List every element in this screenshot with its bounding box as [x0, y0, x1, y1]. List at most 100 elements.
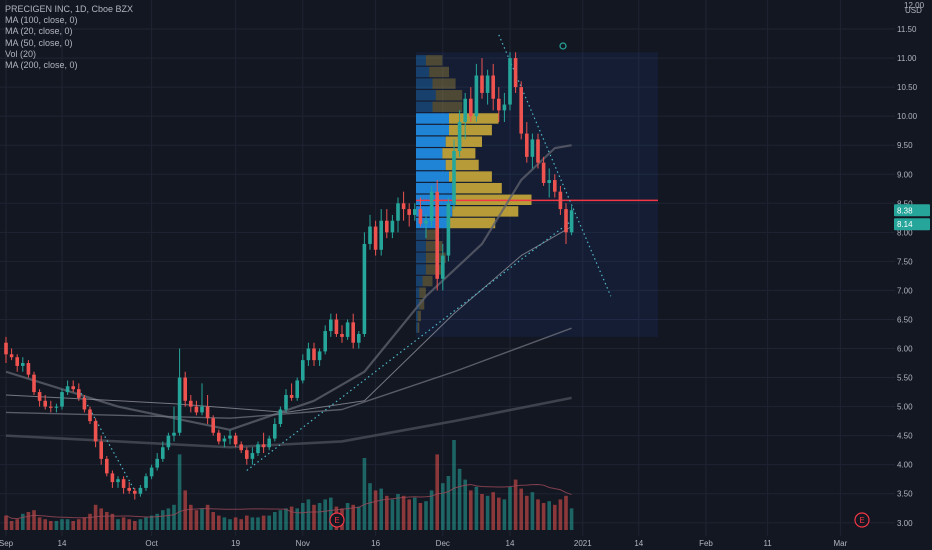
- volume-bars: [4, 440, 574, 530]
- volume-bar: [54, 521, 59, 530]
- candle-body: [452, 151, 456, 204]
- volume-bar: [172, 504, 176, 530]
- volume-bar: [513, 479, 518, 530]
- profile-row-up: [416, 148, 443, 159]
- volume-bar: [429, 490, 434, 530]
- volume-bar: [37, 517, 42, 530]
- study-vol-20[interactable]: Vol (20): [5, 48, 37, 59]
- volume-bar: [256, 517, 260, 530]
- volume-bar: [194, 510, 199, 530]
- trendline: [78, 388, 136, 492]
- volume-bar: [278, 510, 283, 530]
- volume-bar: [99, 508, 103, 530]
- candle-body: [435, 191, 439, 279]
- price-tick-label: 11.00: [897, 54, 917, 63]
- volume-bar: [497, 497, 501, 530]
- candle-body: [194, 406, 199, 413]
- volume-bar: [373, 490, 378, 530]
- time-tick-label: Dec: [436, 539, 450, 548]
- profile-row-down: [452, 182, 502, 194]
- price-badge-bg: [894, 204, 930, 217]
- volume-bar: [127, 519, 131, 530]
- price-badge-label: 8.14: [897, 220, 913, 229]
- volume-bar: [138, 519, 143, 530]
- price-tick-label-top: 12.00: [904, 1, 925, 10]
- candle-body: [60, 392, 64, 407]
- profile-row-down: [425, 241, 443, 252]
- profile-row-down: [449, 113, 499, 124]
- profile-row-down: [417, 310, 421, 322]
- moving-average-line: [5, 396, 572, 449]
- volume-bar: [245, 515, 249, 530]
- candle-body: [317, 351, 322, 361]
- volume-bar: [200, 508, 204, 530]
- candle-body: [37, 392, 42, 401]
- trendlines: [78, 34, 612, 492]
- study-ma-200[interactable]: MA (200, close, 0): [5, 60, 78, 71]
- candle-body: [334, 319, 339, 334]
- candle-body: [217, 432, 221, 442]
- price-tick-label: 3.50: [897, 490, 913, 499]
- volume-bar: [289, 506, 294, 530]
- time-tick-label: Nov: [296, 539, 310, 548]
- candle-body: [65, 386, 70, 393]
- candle-body: [429, 191, 434, 221]
- volume-bar: [441, 483, 445, 530]
- profile-row-up: [416, 310, 418, 322]
- candle-body: [340, 333, 344, 337]
- profile-row-up: [416, 241, 426, 252]
- volume-bar: [435, 454, 439, 530]
- candle-body: [77, 389, 81, 398]
- candle-body: [312, 348, 316, 361]
- volume-ma-line: [5, 483, 572, 520]
- candle-body: [93, 421, 98, 442]
- volume-bar: [485, 495, 490, 530]
- profile-row-down: [419, 287, 426, 298]
- moving-average-line: [5, 226, 572, 413]
- earnings-icon: [329, 512, 345, 528]
- profile-row-down: [449, 171, 492, 182]
- time-tick-label: 2021: [574, 539, 592, 548]
- volume-bar: [306, 499, 311, 530]
- candle-body: [261, 444, 266, 448]
- study-ma-50[interactable]: MA (50, close, 0): [5, 37, 73, 48]
- study-ma-100[interactable]: MA (100, close, 0): [5, 15, 78, 26]
- price-tick-label: 10.50: [897, 83, 918, 92]
- candle-body: [480, 75, 484, 93]
- candle-body: [82, 397, 87, 410]
- profile-row-down: [425, 264, 443, 275]
- candle-body: [116, 479, 120, 483]
- volume-bar: [161, 510, 165, 530]
- profile-row-up: [416, 159, 446, 171]
- profile-row-up: [416, 171, 449, 182]
- price-tick-label: 8.00: [897, 228, 913, 237]
- volume-bar: [261, 515, 266, 530]
- candle-body: [43, 400, 47, 407]
- candle-body: [110, 473, 115, 483]
- candle-body: [396, 203, 400, 221]
- candle-body: [284, 394, 288, 410]
- candle-body: [469, 98, 473, 117]
- trendline: [246, 220, 572, 471]
- currency-label: USD: [905, 6, 922, 15]
- time-axis[interactable]: Sep 14 Oct 19 Nov 16 Dec 14 2021 14 Feb 11 Mar: [0, 539, 848, 548]
- profile-row-up: [416, 287, 420, 298]
- volume-bar: [144, 517, 148, 530]
- profile-row-up: [416, 113, 449, 124]
- candle-body: [99, 441, 103, 459]
- candle-body: [564, 209, 568, 233]
- price-axis[interactable]: 3.00 3.50 4.00 4.50 5.00 5.50 6.00 6.50 7.00 7.50…: [897, 1, 925, 528]
- volume-bar: [88, 513, 92, 530]
- symbol-title[interactable]: PRECIGEN INC, 1D, Cboe BZX: [5, 4, 134, 14]
- candle-body: [105, 458, 109, 474]
- volume-bar: [189, 504, 193, 530]
- candle-body: [463, 98, 467, 122]
- candle-body: [485, 75, 490, 93]
- volume-bar: [205, 504, 210, 530]
- price-tick-label: 11.50: [897, 25, 917, 34]
- study-ma-20[interactable]: MA (20, close, 0): [5, 26, 73, 37]
- alert-clock-icon: [559, 42, 567, 50]
